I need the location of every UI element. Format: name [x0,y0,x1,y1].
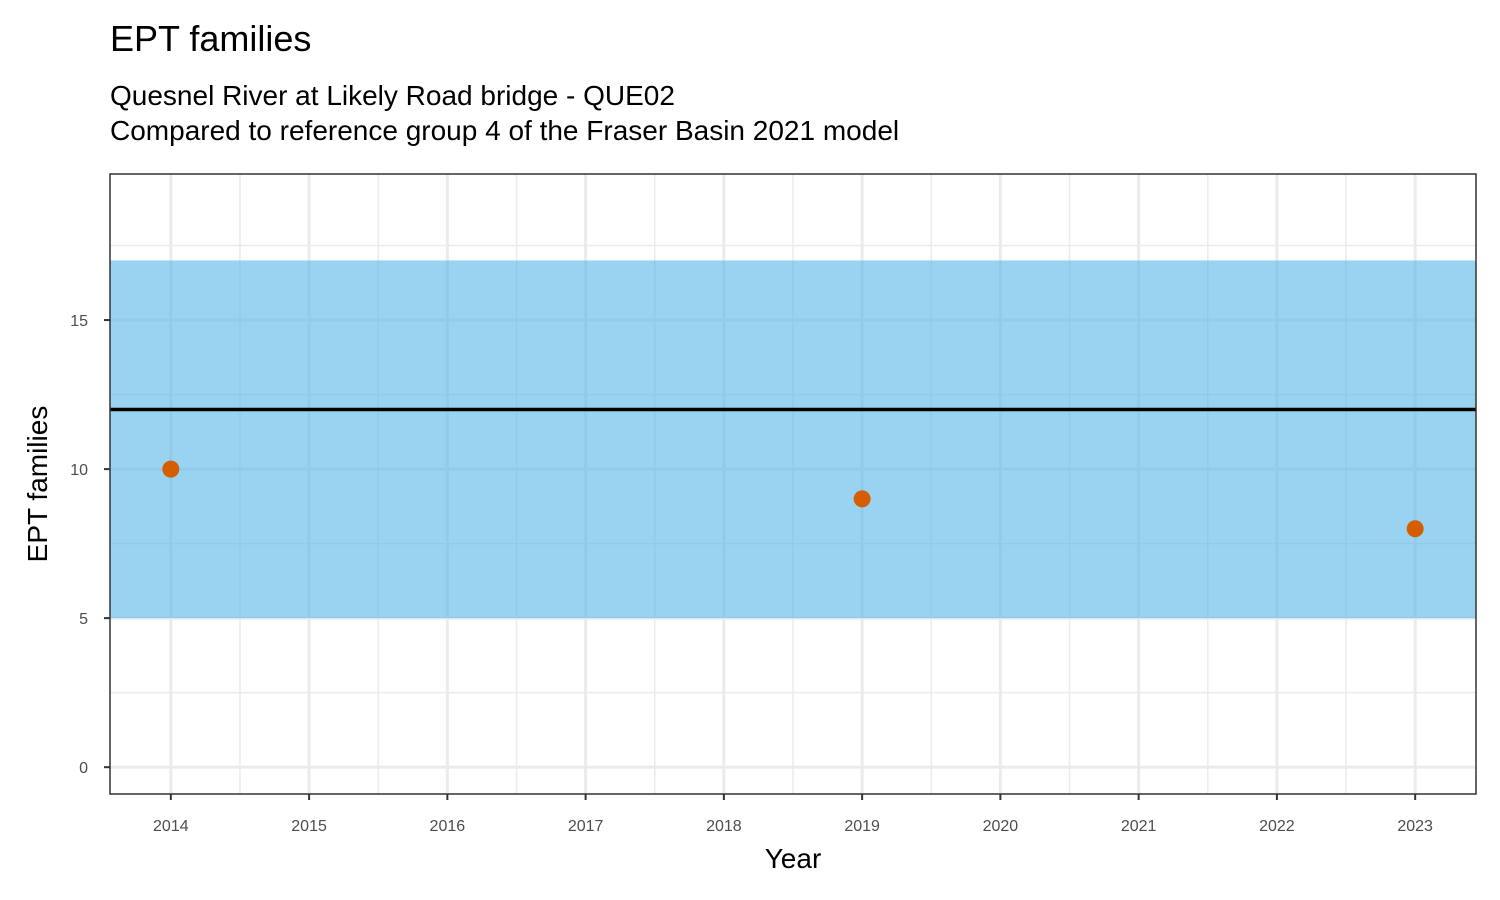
points-layer [162,460,1424,538]
y-axis-title: EPT families [22,406,53,563]
axis-layer: 2014 2015 2016 2017 2018 2019 2020 2021 2022 2023… [70,313,1433,835]
x-tick-label: 2019 [844,818,880,835]
chart-subtitle-line-1: Quesnel River at Likely Road bridge - QU… [110,80,675,111]
chart-subtitle-line-2: Compared to reference group 4 of the Fra… [110,115,900,146]
y-tick-label: 5 [79,611,88,628]
x-tick-label: 2018 [706,818,742,835]
y-tick-label: 15 [70,313,88,330]
x-tick-label: 2014 [153,818,189,835]
data-point [1406,520,1424,538]
x-tick-label: 2015 [291,818,327,835]
x-tick-label: 2017 [568,818,604,835]
x-tick-label: 2020 [983,818,1019,835]
y-tick-label: 0 [79,760,88,777]
x-axis-title: Year [765,843,822,874]
reference-band [110,260,1476,619]
x-tick-label: 2023 [1397,818,1433,835]
x-tick-label: 2022 [1259,818,1295,835]
chart-title: EPT families [110,18,312,59]
y-tick-label: 10 [70,462,88,479]
x-tick-label: 2021 [1121,818,1157,835]
data-point [162,460,180,478]
panel-border [109,173,1477,795]
x-tick-label: 2016 [430,818,466,835]
data-point [853,490,871,508]
